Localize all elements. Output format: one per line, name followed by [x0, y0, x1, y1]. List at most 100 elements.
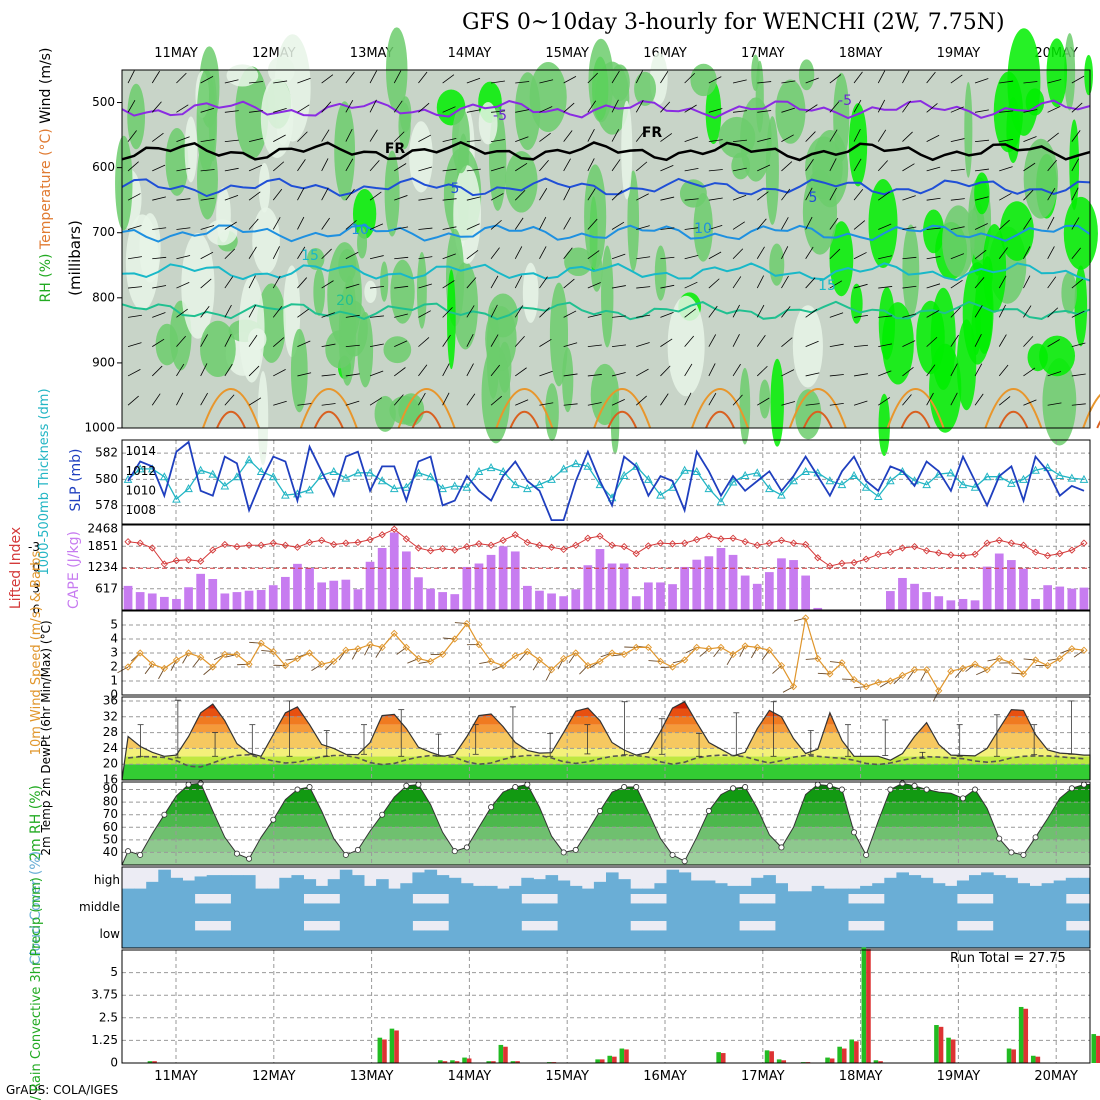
- rh-patch: [208, 74, 218, 162]
- temp-band: [122, 764, 1090, 780]
- rh-patch: [1046, 38, 1068, 108]
- wind-barb: [321, 248, 332, 260]
- cloud-cell-middle: [485, 894, 498, 921]
- wind-barb: [248, 365, 260, 377]
- date-label-bottom: 20MAY: [1034, 1069, 1078, 1084]
- cloud-cell-middle: [932, 894, 946, 921]
- thickness-point: [365, 468, 375, 477]
- li-point: [172, 556, 181, 565]
- cloud-cell-low: [146, 921, 159, 948]
- wind-barb-10m: [491, 665, 504, 671]
- cloud-level-label: high: [94, 873, 120, 887]
- thickness-point: [1031, 465, 1040, 474]
- rh-patch: [693, 193, 713, 262]
- cape-bar: [631, 596, 641, 610]
- axis-title-part: SLP (mb): [68, 448, 84, 511]
- wind-barb: [394, 285, 409, 289]
- cape-bar: [268, 585, 278, 610]
- cloud-cell-middle: [1029, 894, 1043, 921]
- rh-patch: [993, 71, 1024, 153]
- rh-patch: [478, 101, 498, 145]
- rh-point: [560, 849, 567, 856]
- wind-barb: [926, 364, 936, 377]
- cape-bar: [898, 577, 907, 610]
- li-point: [354, 538, 362, 547]
- wind-barb: [1023, 305, 1032, 318]
- li-point: [305, 538, 314, 547]
- li-tick: 3: [32, 582, 40, 596]
- wind-barb: [878, 397, 891, 406]
- cloud-cell-low: [1065, 930, 1079, 948]
- cloud-cell-low: [969, 930, 982, 948]
- wind-barb: [393, 394, 404, 406]
- cloud-cell-middle: [581, 894, 595, 921]
- panel-frame: [121, 439, 1091, 525]
- thickness-point: [692, 466, 702, 475]
- li-point: [233, 542, 241, 551]
- cape-bar: [813, 607, 823, 610]
- li-ytitle: Lifted Index: [8, 527, 24, 609]
- cloud-cell-high: [799, 891, 813, 894]
- wind-barb: [127, 256, 142, 260]
- cloud-cell-low: [291, 921, 304, 948]
- wind10-point: [572, 649, 580, 657]
- cloud-cell-low: [267, 921, 280, 948]
- thickness-point: [619, 470, 629, 479]
- wind-barb: [587, 158, 595, 172]
- rh-point: [681, 858, 688, 865]
- cloud-cell-high: [884, 877, 897, 894]
- wind-barb: [660, 70, 669, 84]
- thickness-point: [752, 468, 762, 477]
- thickness-tick: 582: [95, 446, 118, 460]
- wind-barb: [805, 277, 816, 289]
- wind10-point: [257, 639, 265, 647]
- wind10-point: [1007, 659, 1015, 667]
- axis-title-part: 2m Temp 2m DewPt (6hr Min/Max) (°C): [39, 620, 53, 855]
- wind-barb: [999, 192, 1012, 201]
- wind-barb: [756, 304, 765, 318]
- wind-barb: [248, 397, 262, 406]
- cape-ytitle: CAPE (J/kg): [66, 531, 82, 609]
- li-point: [838, 559, 846, 567]
- cloud-cell-high: [206, 875, 220, 894]
- date-label-top: 18MAY: [839, 46, 883, 61]
- rh-point: [572, 846, 579, 853]
- wind-barb: [563, 278, 575, 289]
- axis-title-part: Wind (m/s): [38, 48, 54, 124]
- tick-label: 5: [110, 965, 118, 979]
- wind-barb: [1023, 109, 1038, 113]
- wind10-point: [838, 659, 846, 667]
- cape-tick: 617: [95, 581, 118, 595]
- wind-barb: [1023, 217, 1032, 230]
- wind-barb: [490, 275, 499, 289]
- wind-barb: [611, 398, 625, 406]
- wind-barb: [902, 313, 917, 318]
- rh-point: [633, 784, 640, 791]
- cloud-cell-low: [1005, 921, 1018, 948]
- precip-convective-bar: [829, 1058, 835, 1063]
- rh-patch: [634, 71, 657, 106]
- cloud-cell-middle: [896, 894, 909, 921]
- wind-barb: [176, 104, 189, 113]
- cloud-cell-middle: [509, 894, 522, 921]
- temp-band: [122, 756, 1090, 765]
- thickness-point: [861, 482, 871, 491]
- cape-bar: [595, 549, 605, 610]
- rh-patch: [759, 379, 771, 419]
- cape-bar: [583, 565, 593, 610]
- panel-frame: [121, 610, 1091, 696]
- wind-barb: [394, 256, 409, 260]
- date-label-bottom: 13MAY: [350, 1069, 394, 1084]
- wind-barb: [200, 278, 212, 289]
- warm-contour-inner: [802, 410, 833, 429]
- wind-barb: [708, 334, 717, 347]
- li-point: [971, 550, 979, 558]
- rh-patch: [1064, 33, 1076, 111]
- wind-barb: [853, 99, 862, 113]
- wind-barb: [635, 99, 644, 113]
- wind-barb: [127, 130, 137, 142]
- cloud-cell-low: [279, 921, 292, 948]
- thickness-point: [426, 472, 435, 481]
- li-point: [765, 539, 773, 547]
